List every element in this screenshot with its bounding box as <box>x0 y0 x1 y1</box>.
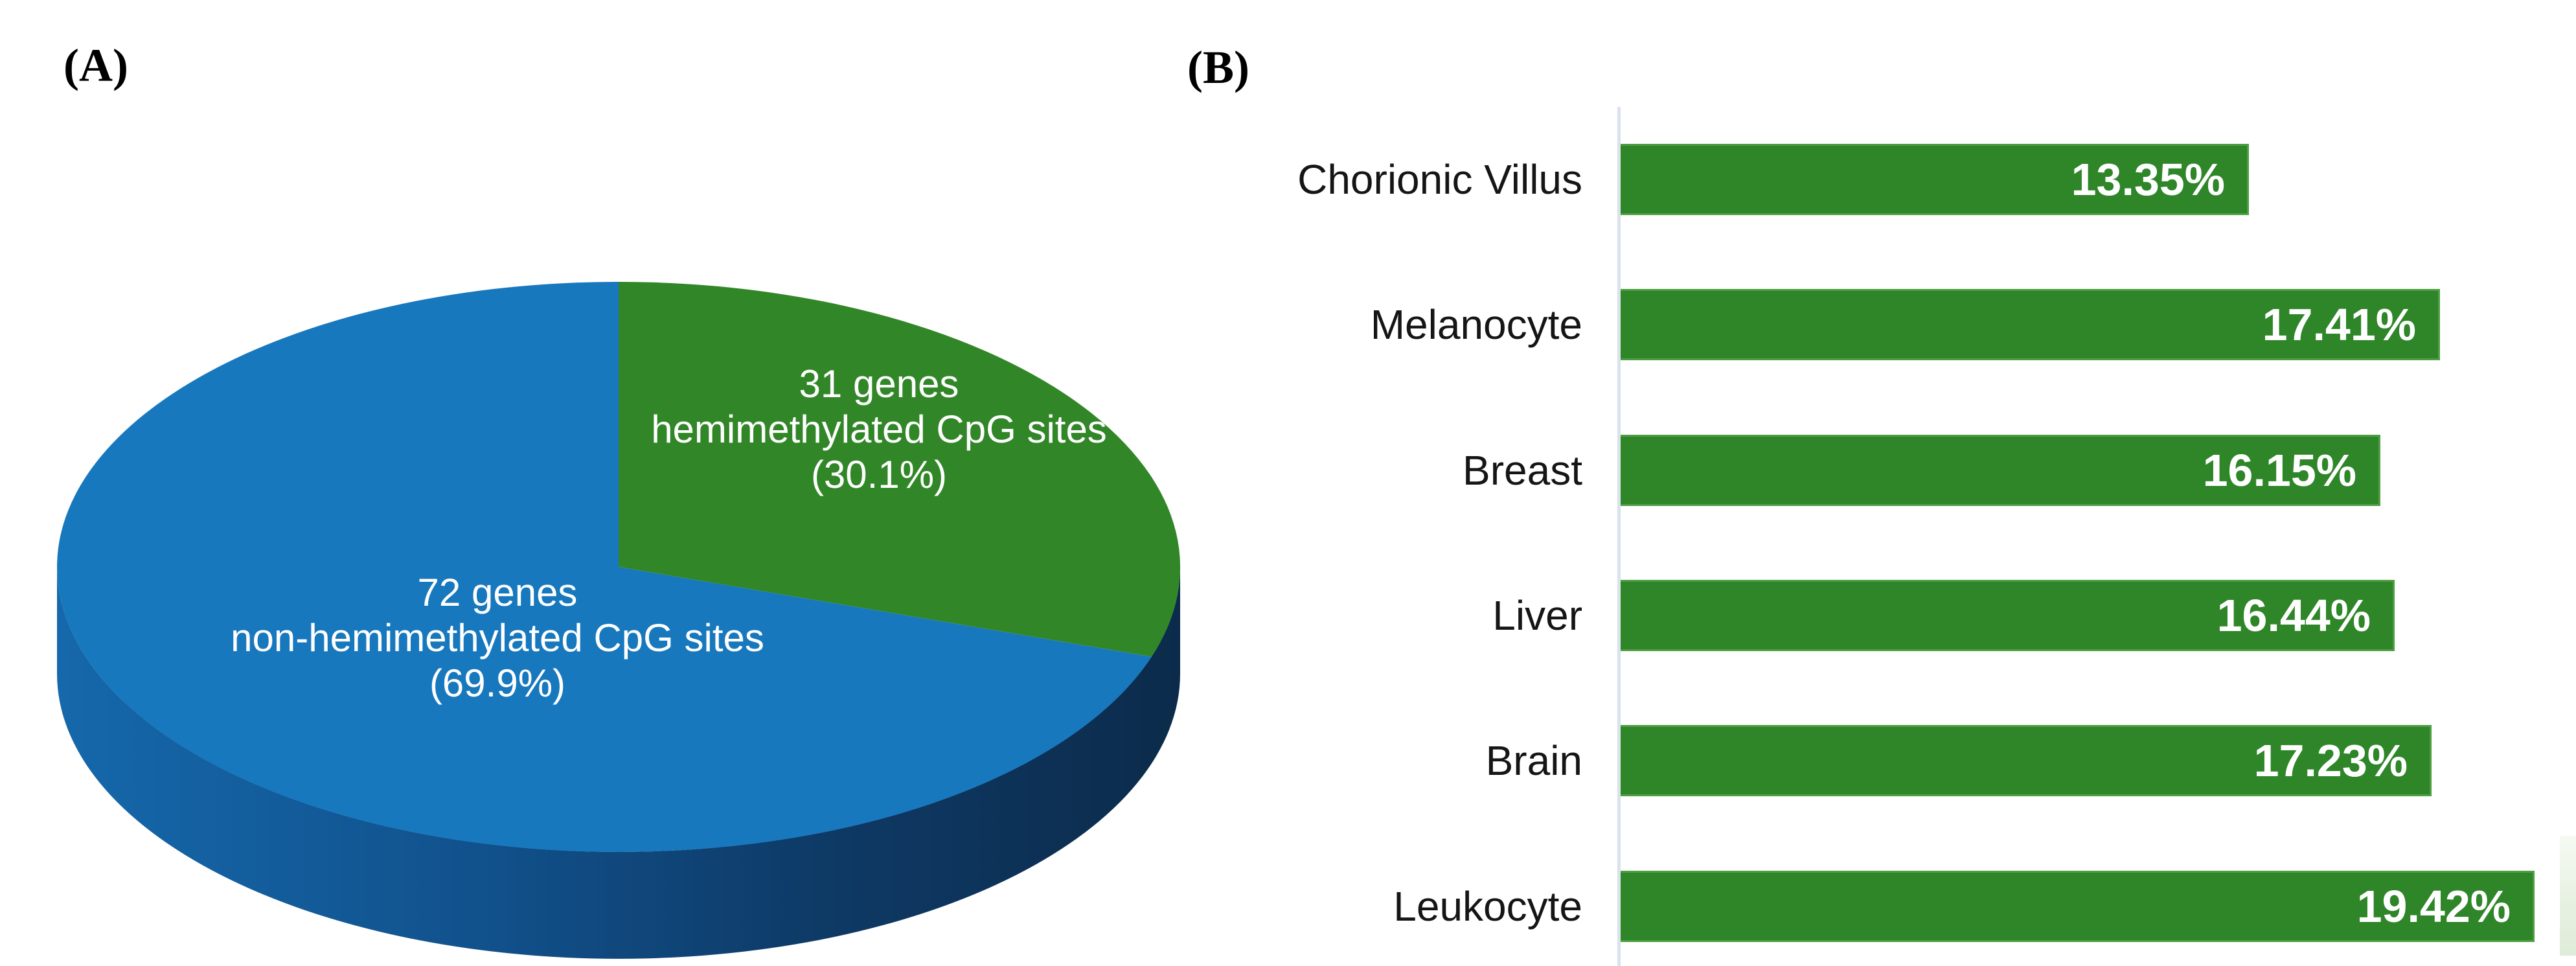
panel-b-tag: (B) <box>1187 41 1249 93</box>
panel-a-tag: (A) <box>63 40 128 91</box>
pie-label-line: (30.1%) <box>810 453 948 496</box>
bar-value-label: 13.35% <box>2071 154 2225 205</box>
pie-label-hemimethylated: 31 genes hemimethylated CpG sites (30.1%… <box>651 362 1107 498</box>
bar: 19.42% <box>1621 870 2535 942</box>
bar-value-label: 17.41% <box>2262 299 2416 351</box>
category-label: Liver <box>1492 592 1582 639</box>
bar-value-label: 16.15% <box>2202 444 2356 496</box>
pie-chart <box>57 282 1181 959</box>
bar: 16.44% <box>1621 579 2395 651</box>
pie-slice-non-hemimethylated <box>57 282 1152 852</box>
y-axis-line <box>1617 107 1621 966</box>
bar-value-label: 19.42% <box>2356 880 2511 932</box>
category-label: Brain <box>1485 737 1582 785</box>
bar: 17.23% <box>1621 725 2432 797</box>
pie-label-line: non-hemimethylated CpG sites <box>231 616 764 660</box>
pie-slice-hemimethylated <box>619 282 1181 657</box>
pie-side-3d <box>57 567 1180 959</box>
pie-label-line: (69.9%) <box>429 661 566 705</box>
cropped-edge-sliver <box>2560 836 2576 956</box>
pie-label-line: 31 genes <box>799 362 959 406</box>
bar-value-label: 17.23% <box>2253 735 2408 787</box>
bar: 13.35% <box>1621 144 2249 215</box>
pie-label-line: hemimethylated CpG sites <box>651 408 1107 451</box>
pie-label-non-hemimethylated: 72 genes non-hemimethylated CpG sites (6… <box>231 570 764 706</box>
bar-value-label: 16.44% <box>2217 590 2371 641</box>
bar: 17.41% <box>1621 289 2440 361</box>
category-label: Melanocyte <box>1370 301 1582 349</box>
category-label: Chorionic Villus <box>1297 156 1582 203</box>
category-label: Leukocyte <box>1393 882 1582 930</box>
bar: 16.15% <box>1621 434 2380 506</box>
pie-label-line: 72 genes <box>417 571 578 614</box>
category-label: Breast <box>1463 446 1582 494</box>
